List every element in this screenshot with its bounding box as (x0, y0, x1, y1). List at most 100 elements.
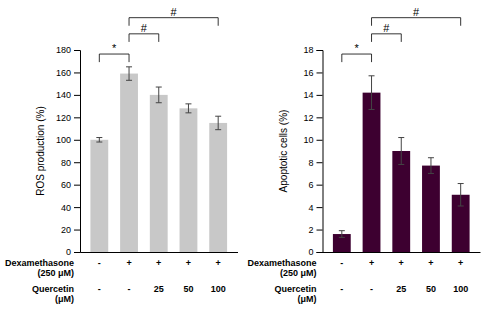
y-tick: 160 (56, 68, 80, 78)
y-axis-title: ROS production (%) (35, 106, 46, 195)
error-bar (458, 184, 464, 206)
error-bar-line (156, 87, 162, 88)
x-axis (81, 252, 239, 253)
y-tick-mark (74, 230, 80, 231)
row-label: Dexamethasone(250 μM) (5, 258, 74, 278)
y-tick: 14 (303, 90, 322, 100)
error-bar-line (215, 129, 221, 130)
y-tick-label: 80 (61, 158, 71, 168)
annotations: *## (342, 6, 461, 62)
y-tick-mark (74, 252, 80, 253)
annotation: # (413, 6, 420, 18)
chart: 020406080100120140160180ROS production (… (0, 0, 490, 314)
y-tick: 18 (303, 45, 322, 55)
x-tick-label: + (186, 258, 191, 268)
y-tick-label: 0 (308, 247, 313, 257)
bar (90, 140, 108, 252)
error-bar-line (158, 87, 159, 103)
y-tick-mark (317, 140, 323, 141)
annotation: # (141, 22, 148, 34)
y-tick: 40 (61, 202, 80, 212)
bracket (372, 18, 461, 26)
y-tick-mark (317, 207, 323, 208)
error-bar-line (369, 75, 375, 76)
bar (209, 123, 227, 252)
x-axis (323, 252, 481, 253)
error-bar-line (218, 116, 219, 129)
y-tick: 120 (56, 113, 80, 123)
y-tick-label: 4 (308, 202, 313, 212)
annotation: # (171, 6, 178, 18)
y-tick-label: 0 (66, 247, 71, 257)
x-tick-label: 25 (396, 284, 406, 294)
x-tick-label: 50 (426, 284, 436, 294)
error-bar-line (339, 230, 345, 231)
error-bar-line (188, 104, 189, 113)
x-tick-label: - (370, 284, 373, 294)
error-bar-line (339, 237, 345, 238)
x-tick-label: - (98, 284, 101, 294)
marks (90, 67, 227, 252)
y-tick-mark (74, 207, 80, 208)
annotation: * (112, 42, 117, 54)
y-tick-mark (317, 117, 323, 118)
error-bar-line (215, 116, 221, 117)
x-tick-label: + (458, 258, 463, 268)
error-bar (156, 87, 162, 103)
y-tick-label: 160 (56, 68, 71, 78)
error-bar-line (428, 173, 434, 174)
y-tick: 12 (303, 113, 322, 123)
error-bar-line (369, 109, 375, 110)
y-axis-line (74, 51, 81, 253)
y-tick-label: 10 (303, 135, 313, 145)
error-bar (369, 76, 375, 110)
y-tick: 100 (56, 135, 80, 145)
error-bar-line (371, 76, 372, 110)
x-tick-label: - (340, 258, 343, 268)
bracket (372, 34, 402, 42)
y-tick-label: 6 (308, 180, 313, 190)
error-bar (428, 158, 434, 174)
y-tick-mark (74, 72, 80, 73)
y-tick-mark (317, 230, 323, 231)
error-bar (215, 116, 221, 129)
y-tick-label: 180 (56, 45, 71, 55)
row-label: Dexamethasone(250 μM) (247, 258, 316, 278)
x-axis-line (323, 252, 481, 253)
bar (120, 74, 138, 252)
y-tick-label: 14 (303, 90, 313, 100)
error-bar-line (185, 103, 191, 104)
y-tick-mark (74, 95, 80, 96)
y-axis: 020406080100120140160180 (56, 45, 81, 257)
bar (180, 108, 198, 252)
y-tick: 60 (61, 180, 80, 190)
annotation: # (383, 22, 390, 34)
y-tick: 16 (303, 68, 322, 78)
y-axis: 024681012141618 (303, 45, 323, 257)
bracket (129, 34, 159, 42)
error-bar-line (96, 137, 102, 138)
marks (333, 76, 470, 252)
y-tick-label: 18 (303, 45, 313, 55)
x-tick-label: 50 (183, 284, 193, 294)
y-tick-mark (74, 117, 80, 118)
error-bar (96, 138, 102, 142)
y-tick: 10 (303, 135, 322, 145)
bar (422, 166, 440, 252)
y-tick-label: 16 (303, 68, 313, 78)
error-bar-line (156, 102, 162, 103)
error-bar-line (96, 142, 102, 143)
y-tick: 0 (308, 247, 322, 257)
y-tick-mark (317, 162, 323, 163)
error-bar-line (401, 138, 402, 165)
annotations: * # # (99, 6, 218, 62)
bracket (129, 18, 218, 26)
error-bar-line (458, 205, 464, 206)
y-tick-mark (317, 50, 323, 51)
y-tick-label: 20 (61, 225, 71, 235)
error-bar-line (185, 112, 191, 113)
x-tick-label: + (216, 258, 221, 268)
bracket (342, 54, 372, 62)
y-tick-mark (74, 162, 80, 163)
x-tick-label: - (128, 284, 131, 294)
